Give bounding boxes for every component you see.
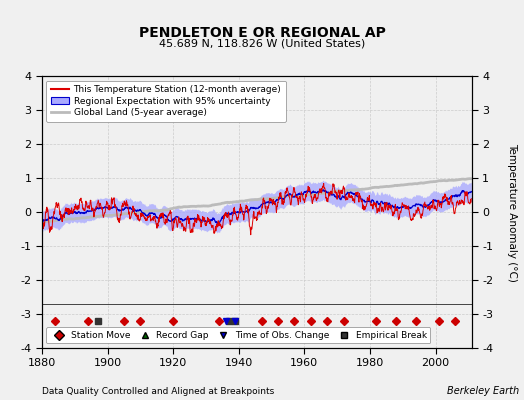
Text: Data Quality Controlled and Aligned at Breakpoints: Data Quality Controlled and Aligned at B… [42, 387, 274, 396]
Legend: Station Move, Record Gap, Time of Obs. Change, Empirical Break: Station Move, Record Gap, Time of Obs. C… [47, 327, 430, 344]
Y-axis label: Temperature Anomaly (°C): Temperature Anomaly (°C) [507, 142, 517, 282]
Text: Berkeley Earth: Berkeley Earth [446, 386, 519, 396]
Text: PENDLETON E OR REGIONAL AP: PENDLETON E OR REGIONAL AP [138, 26, 386, 40]
Text: 45.689 N, 118.826 W (United States): 45.689 N, 118.826 W (United States) [159, 38, 365, 48]
